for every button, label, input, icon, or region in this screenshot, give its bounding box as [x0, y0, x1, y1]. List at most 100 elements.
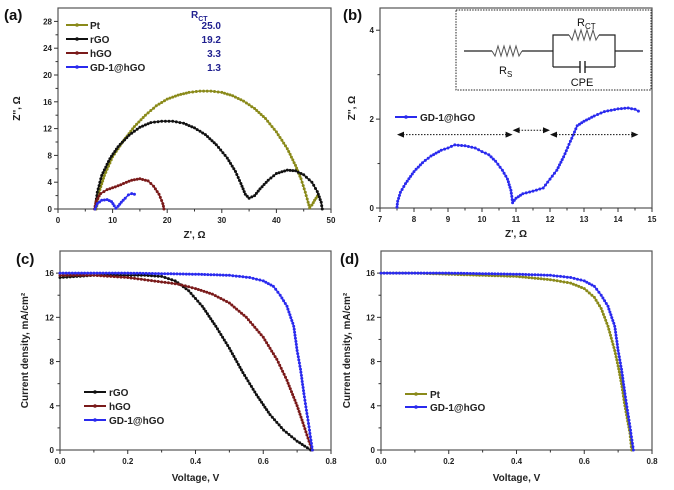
data-point: [166, 281, 170, 285]
data-point: [253, 107, 257, 110]
data-point: [258, 278, 262, 282]
data-point: [465, 271, 469, 275]
data-point: [539, 273, 543, 277]
data-point: [592, 114, 596, 118]
data-point: [587, 117, 591, 121]
y-axis-label: Z'', Ω: [12, 96, 23, 120]
series-line: [95, 90, 318, 210]
data-point: [545, 277, 549, 281]
data-point: [269, 283, 273, 287]
label-rs-sub: S: [507, 70, 512, 79]
arrow-head-right: [543, 127, 550, 134]
data-point: [453, 143, 457, 147]
data-point: [470, 145, 474, 149]
data-point: [609, 333, 612, 337]
data-point: [618, 361, 622, 365]
data-point: [498, 165, 502, 169]
series-line: [59, 274, 312, 451]
data-point: [116, 275, 120, 279]
data-point: [133, 276, 136, 280]
data-point: [222, 338, 226, 342]
data-point: [506, 180, 510, 184]
data-point: [114, 147, 118, 151]
data-point: [531, 189, 535, 193]
data-point: [109, 274, 113, 278]
y-tick-label: 28: [43, 17, 52, 26]
data-point: [206, 135, 210, 139]
data-point: [163, 280, 167, 284]
data-point: [565, 275, 569, 279]
data-point: [608, 310, 612, 314]
data-point: [163, 272, 167, 276]
data-point: [559, 274, 562, 278]
data-point: [291, 158, 295, 162]
data-point: [395, 205, 399, 209]
data-point: [298, 441, 302, 445]
data-point: [305, 433, 309, 437]
data-point: [504, 174, 508, 178]
data-point: [299, 370, 303, 374]
data-point: [514, 196, 518, 200]
legend-marker: [75, 65, 79, 69]
data-point: [149, 109, 153, 112]
data-point: [614, 333, 618, 337]
data-point: [160, 101, 164, 104]
data-point: [108, 157, 112, 161]
data-point: [213, 90, 216, 93]
data-point: [548, 177, 552, 181]
data-point: [508, 272, 512, 276]
data-point: [619, 364, 623, 368]
data-point: [447, 271, 451, 275]
data-point: [614, 336, 618, 340]
y-tick-label: 12: [45, 313, 54, 322]
data-point: [202, 307, 206, 311]
data-point: [173, 279, 177, 283]
data-point: [280, 138, 284, 142]
data-point: [602, 110, 606, 114]
data-point: [143, 278, 147, 282]
arrow-head-left: [550, 131, 557, 138]
data-point: [184, 122, 188, 126]
data-point: [545, 273, 549, 277]
data-point: [298, 412, 302, 416]
data-point: [194, 287, 197, 291]
data-point: [560, 158, 564, 162]
data-point: [58, 271, 62, 275]
x-tick-label: 10: [478, 215, 487, 224]
data-point: [595, 287, 599, 291]
data-point: [153, 120, 156, 124]
data-point: [293, 336, 297, 340]
data-point: [270, 349, 274, 353]
data-point: [304, 194, 308, 198]
data-point: [548, 278, 552, 282]
data-point: [113, 185, 117, 189]
data-point: [297, 361, 301, 365]
data-point: [315, 190, 319, 194]
data-point: [205, 89, 209, 93]
data-point: [489, 155, 493, 159]
data-point: [260, 400, 264, 404]
data-point: [196, 299, 200, 303]
data-point: [295, 346, 299, 349]
data-point: [132, 178, 136, 182]
data-point: [623, 392, 627, 396]
data-point: [536, 277, 540, 280]
data-point: [202, 89, 206, 93]
data-point: [238, 274, 241, 278]
data-point: [126, 276, 130, 279]
data-point: [119, 200, 123, 204]
data-point: [302, 392, 306, 396]
data-point: [515, 274, 518, 278]
data-point: [214, 143, 218, 147]
data-point: [105, 188, 109, 192]
data-point: [119, 275, 123, 279]
data-point: [277, 423, 281, 427]
data-point: [208, 291, 212, 295]
x-tick-label: 15: [648, 215, 657, 224]
data-point: [138, 271, 142, 275]
data-point: [227, 159, 231, 163]
data-point: [585, 118, 588, 122]
data-point: [539, 277, 543, 281]
data-point: [270, 415, 274, 419]
